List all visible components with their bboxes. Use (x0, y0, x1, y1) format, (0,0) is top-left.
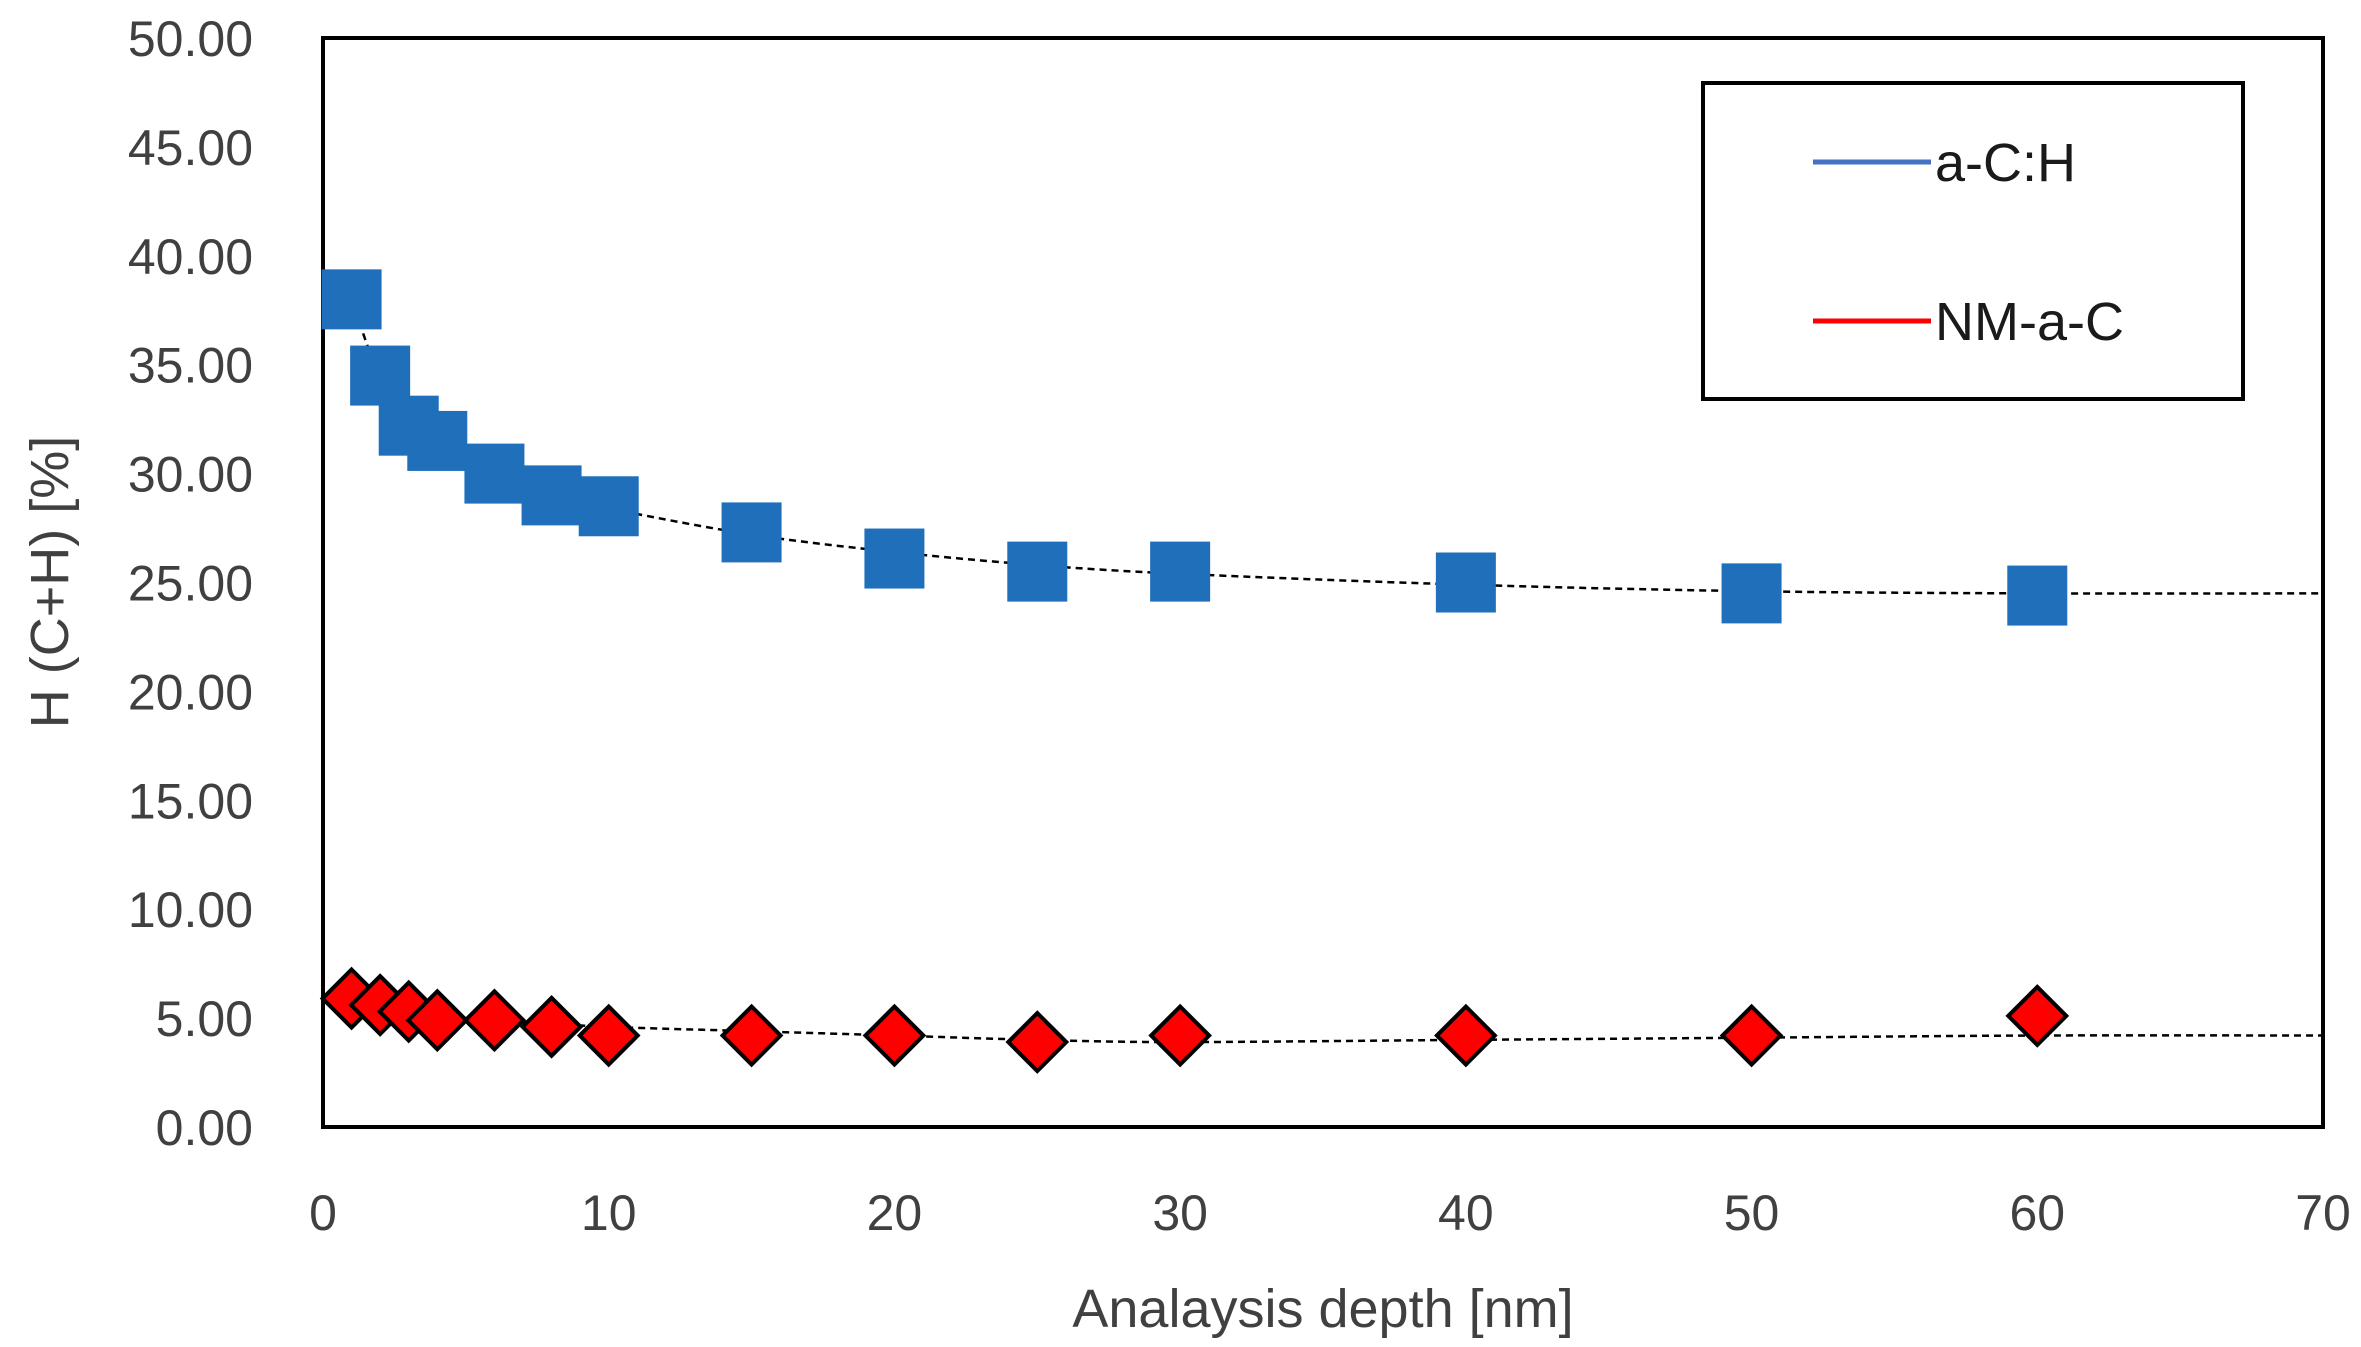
x-tick-label: 10 (581, 1185, 637, 1241)
y-tick-label: 0.00 (156, 1100, 253, 1156)
point-nm-a-c (1148, 1003, 1212, 1068)
point-a-c-h (321, 269, 382, 330)
y-axis-title: H (C+H) [%] (20, 436, 80, 729)
x-tick-label: 30 (1152, 1185, 1208, 1241)
y-tick-label: 45.00 (128, 120, 253, 176)
legend-label-nm-a-c: NM-a-C (1935, 292, 2124, 352)
x-axis-title: Analaysis depth [nm] (1072, 1279, 1573, 1339)
y-tick-label: 15.00 (128, 773, 253, 829)
point-a-c-h (2007, 565, 2068, 626)
y-tick-label: 40.00 (128, 229, 253, 285)
y-axis-tick-labels: 0.00 5.00 10.00 15.00 20.00 25.00 30.00 35.00 40… (128, 11, 253, 1156)
x-tick-label: 40 (1438, 1185, 1494, 1241)
trendline-nm-a-c (351, 1001, 2324, 1044)
x-tick-label: 60 (2009, 1185, 2065, 1241)
point-nm-a-c (519, 994, 584, 1059)
point-nm-a-c (1719, 1003, 1784, 1068)
point-a-c-h (464, 443, 525, 504)
legend-box (1701, 81, 2245, 401)
data-points (319, 269, 2070, 1074)
plot-area-frame (321, 36, 2325, 1129)
x-tick-label: 0 (309, 1185, 337, 1241)
point-a-c-h (864, 528, 925, 589)
x-axis-tick-labels: 0 10 20 30 40 50 60 70 (309, 1185, 2351, 1241)
point-a-c-h (1721, 563, 1782, 624)
x-tick-label: 20 (867, 1185, 923, 1241)
point-nm-a-c (462, 988, 527, 1053)
point-nm-a-c (719, 1003, 784, 1068)
point-nm-a-c (1005, 1010, 1070, 1074)
legend: a-C:H NM-a-C (1701, 81, 2245, 401)
point-a-c-h (1435, 552, 1496, 613)
y-tick-label: 50.00 (128, 11, 253, 67)
x-tick-label: 50 (1724, 1185, 1780, 1241)
x-tick-label: 70 (2295, 1185, 2351, 1241)
point-nm-a-c (1434, 1003, 1498, 1068)
point-nm-a-c (576, 1003, 641, 1068)
legend-label-a-c-h: a-C:H (1935, 133, 2076, 193)
point-nm-a-c (2005, 984, 2070, 1048)
y-tick-label: 20.00 (128, 664, 253, 720)
point-a-c-h (521, 465, 582, 526)
point-a-c-h (1150, 541, 1211, 602)
point-a-c-h (407, 410, 468, 471)
point-nm-a-c (405, 988, 470, 1053)
y-tick-label: 30.00 (128, 447, 253, 503)
y-tick-label: 10.00 (128, 882, 253, 938)
point-nm-a-c (862, 1003, 927, 1068)
point-a-c-h (350, 345, 411, 406)
y-tick-label: 35.00 (128, 338, 253, 394)
point-a-c-h (578, 476, 639, 537)
y-tick-label: 25.00 (128, 556, 253, 612)
trendlines (350, 298, 2324, 1044)
y-tick-label: 5.00 (156, 991, 253, 1047)
point-a-c-h (1007, 541, 1068, 602)
point-a-c-h (721, 502, 782, 563)
